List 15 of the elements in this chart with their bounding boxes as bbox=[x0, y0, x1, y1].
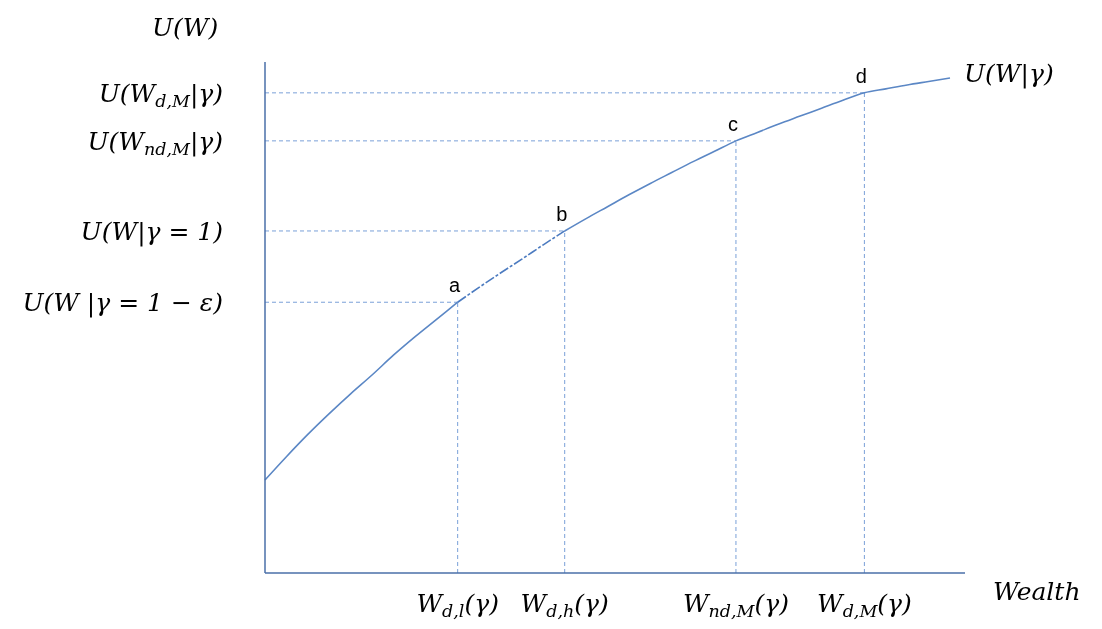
annotation: b bbox=[556, 202, 568, 225]
ref-line-label: U(W |γ = 1 − ε) bbox=[22, 288, 223, 319]
x-tick-label: W$_{nd,M}$(γ) bbox=[682, 589, 789, 622]
annotation: c bbox=[727, 112, 738, 135]
y-axis-title: U(W) bbox=[152, 13, 219, 42]
x-tick-label: W$_{d,h}$(γ) bbox=[520, 589, 609, 622]
annotation: d bbox=[855, 64, 867, 87]
series-label: U(W|γ) bbox=[964, 59, 1054, 89]
ref-line-label: U(W$_{nd,M}$|γ) bbox=[87, 126, 223, 160]
ref-line-label: U(W|γ = 1) bbox=[80, 216, 223, 247]
x-axis-title: Wealth bbox=[993, 577, 1081, 606]
ref-line-label: U(W$_{d,M}$|γ) bbox=[98, 78, 223, 112]
x-tick-label: W$_{d,M}$(γ) bbox=[816, 589, 912, 622]
annotation: a bbox=[449, 274, 462, 297]
x-tick-label: W$_{d,l}$(γ) bbox=[416, 589, 499, 622]
